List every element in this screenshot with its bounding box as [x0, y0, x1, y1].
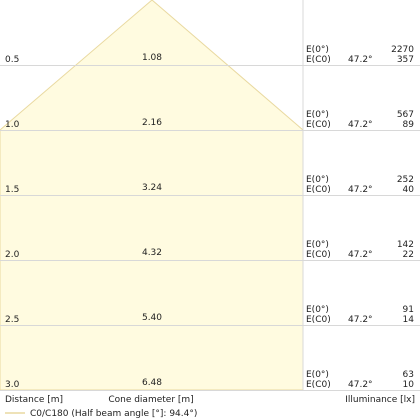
- e0-label: E(0°): [306, 370, 329, 380]
- ec0-label: E(C0): [306, 55, 331, 65]
- cone-diameter-label: 3.24: [142, 183, 162, 193]
- ec0-label: E(C0): [306, 250, 331, 260]
- cone-diameter-label: 5.40: [142, 313, 162, 323]
- grid-lines: [0, 65, 420, 391]
- legend-label: C0/C180 (Half beam angle [°]: 94.4°): [30, 409, 197, 419]
- half-beam-angle-label: 47.2°: [348, 185, 373, 195]
- e0-label: E(0°): [306, 240, 329, 250]
- half-beam-angle-label: 47.2°: [348, 380, 373, 390]
- ec0-value: 14: [403, 315, 415, 325]
- ec0-value: 357: [397, 55, 414, 65]
- ec0-label: E(C0): [306, 315, 331, 325]
- half-beam-angle-label: 47.2°: [348, 250, 373, 260]
- e0-value: 91: [403, 305, 414, 315]
- e0-value: 63: [403, 370, 414, 380]
- e0-label: E(0°): [306, 110, 329, 120]
- distance-label: 2.5: [5, 315, 19, 325]
- ec0-value: 40: [403, 185, 415, 195]
- e0-label: E(0°): [306, 175, 329, 185]
- ec0-value: 89: [403, 120, 415, 130]
- cone-diameter-label: 6.48: [142, 378, 162, 388]
- distance-label: 1.5: [5, 185, 19, 195]
- illuminance-axis-label: Illuminance [lx]: [345, 395, 415, 405]
- distance-label: 2.0: [5, 250, 20, 260]
- half-beam-angle-label: 47.2°: [348, 315, 373, 325]
- e0-value: 2270: [391, 45, 414, 55]
- distance-label: 3.0: [5, 380, 20, 390]
- cone-diameter-label: 4.32: [142, 248, 162, 258]
- ec0-label: E(C0): [306, 120, 331, 130]
- e0-value: 567: [397, 110, 414, 120]
- e0-label: E(0°): [306, 305, 329, 315]
- ec0-label: E(C0): [306, 185, 331, 195]
- distance-axis-label: Distance [m]: [5, 395, 63, 405]
- e0-label: E(0°): [306, 45, 329, 55]
- e0-value: 142: [397, 240, 414, 250]
- ec0-value: 22: [403, 250, 414, 260]
- e0-value: 252: [397, 175, 414, 185]
- distance-label: 0.5: [5, 55, 19, 65]
- ec0-label: E(C0): [306, 380, 331, 390]
- ec0-value: 10: [403, 380, 415, 390]
- distance-label: 1.0: [5, 120, 20, 130]
- cone-diameter-axis-label: Cone diameter [m]: [108, 395, 193, 405]
- half-beam-angle-label: 47.2°: [348, 55, 373, 65]
- cone-diameter-label: 2.16: [142, 118, 162, 128]
- half-beam-angle-label: 47.2°: [348, 120, 373, 130]
- cone-diameter-label: 1.08: [142, 53, 162, 63]
